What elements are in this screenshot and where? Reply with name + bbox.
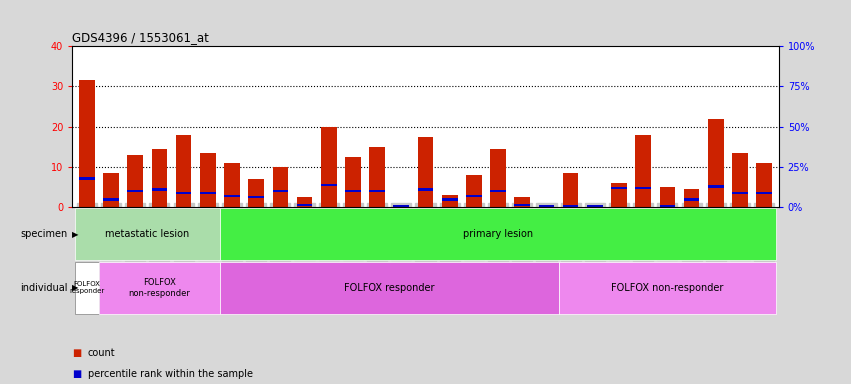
Bar: [490, 149, 506, 207]
Bar: [732, 153, 748, 207]
Text: ▶: ▶: [71, 230, 78, 239]
Text: FOLFOX responder: FOLFOX responder: [344, 283, 435, 293]
Text: GDS4396 / 1553061_at: GDS4396 / 1553061_at: [72, 31, 209, 44]
Bar: [248, 179, 264, 207]
Bar: [75, 209, 220, 260]
Bar: [539, 205, 554, 208]
Bar: [200, 192, 215, 194]
Bar: [660, 205, 675, 208]
Bar: [369, 147, 385, 207]
Bar: [151, 189, 168, 191]
Bar: [176, 135, 191, 207]
Text: ■: ■: [72, 348, 82, 358]
Bar: [660, 187, 675, 207]
Bar: [224, 195, 240, 197]
Text: individual: individual: [20, 283, 68, 293]
Bar: [558, 262, 776, 314]
Bar: [297, 204, 312, 206]
Bar: [369, 190, 385, 192]
Bar: [220, 209, 776, 260]
Text: FOLFOX non-responder: FOLFOX non-responder: [611, 283, 723, 293]
Bar: [466, 195, 482, 197]
Bar: [103, 198, 119, 200]
Bar: [442, 195, 458, 207]
Bar: [514, 204, 530, 206]
Bar: [200, 153, 215, 207]
Bar: [587, 205, 603, 208]
Bar: [636, 187, 651, 189]
Bar: [224, 163, 240, 207]
Bar: [418, 137, 433, 207]
Bar: [79, 177, 94, 180]
Bar: [611, 183, 627, 207]
Bar: [321, 184, 337, 186]
Bar: [466, 175, 482, 207]
Bar: [151, 149, 168, 207]
Bar: [442, 198, 458, 200]
Bar: [418, 189, 433, 191]
Bar: [683, 189, 700, 207]
Bar: [75, 262, 99, 314]
Bar: [176, 192, 191, 194]
Bar: [757, 163, 772, 207]
Bar: [248, 196, 264, 198]
Bar: [611, 187, 627, 189]
Bar: [272, 167, 288, 207]
Bar: [683, 198, 700, 200]
Bar: [272, 190, 288, 192]
Bar: [708, 185, 723, 188]
Bar: [563, 205, 579, 208]
Bar: [490, 190, 506, 192]
Bar: [321, 127, 337, 207]
Text: primary lesion: primary lesion: [463, 229, 533, 239]
Bar: [757, 192, 772, 194]
Bar: [128, 155, 143, 207]
Bar: [732, 192, 748, 194]
Text: FOLFOX
non-responder: FOLFOX non-responder: [129, 278, 191, 298]
Text: metastatic lesion: metastatic lesion: [106, 229, 190, 239]
Bar: [220, 262, 558, 314]
Bar: [636, 135, 651, 207]
Bar: [393, 205, 409, 207]
Bar: [393, 205, 409, 208]
Text: percentile rank within the sample: percentile rank within the sample: [88, 369, 253, 379]
Bar: [587, 205, 603, 207]
Bar: [128, 190, 143, 192]
Text: count: count: [88, 348, 115, 358]
Bar: [345, 157, 361, 207]
Bar: [79, 80, 94, 207]
Bar: [103, 173, 119, 207]
Bar: [99, 262, 220, 314]
Text: FOLFOX
responder: FOLFOX responder: [69, 281, 105, 295]
Bar: [563, 173, 579, 207]
Bar: [297, 197, 312, 207]
Text: ■: ■: [72, 369, 82, 379]
Bar: [708, 119, 723, 207]
Bar: [345, 190, 361, 192]
Text: specimen: specimen: [20, 229, 68, 239]
Text: ▶: ▶: [71, 283, 78, 293]
Bar: [539, 205, 554, 207]
Bar: [514, 197, 530, 207]
